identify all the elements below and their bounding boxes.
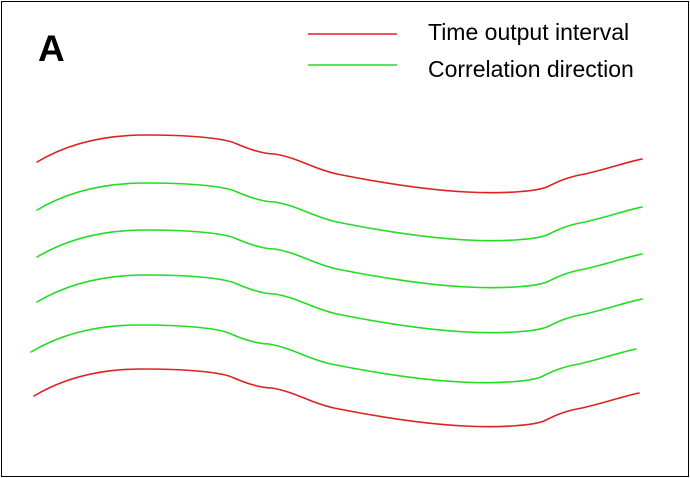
curve-6 xyxy=(33,368,640,428)
curve-group xyxy=(30,134,643,428)
curve-3 xyxy=(36,229,643,289)
curve-1 xyxy=(36,134,643,194)
curve-2 xyxy=(36,182,643,242)
legend-label-time-output-interval: Time output interval xyxy=(428,19,630,45)
curve-4 xyxy=(36,274,643,334)
legend-label-correlation-direction: Correlation direction xyxy=(428,56,634,82)
curve-5 xyxy=(30,324,637,384)
panel-label: A xyxy=(38,28,65,69)
